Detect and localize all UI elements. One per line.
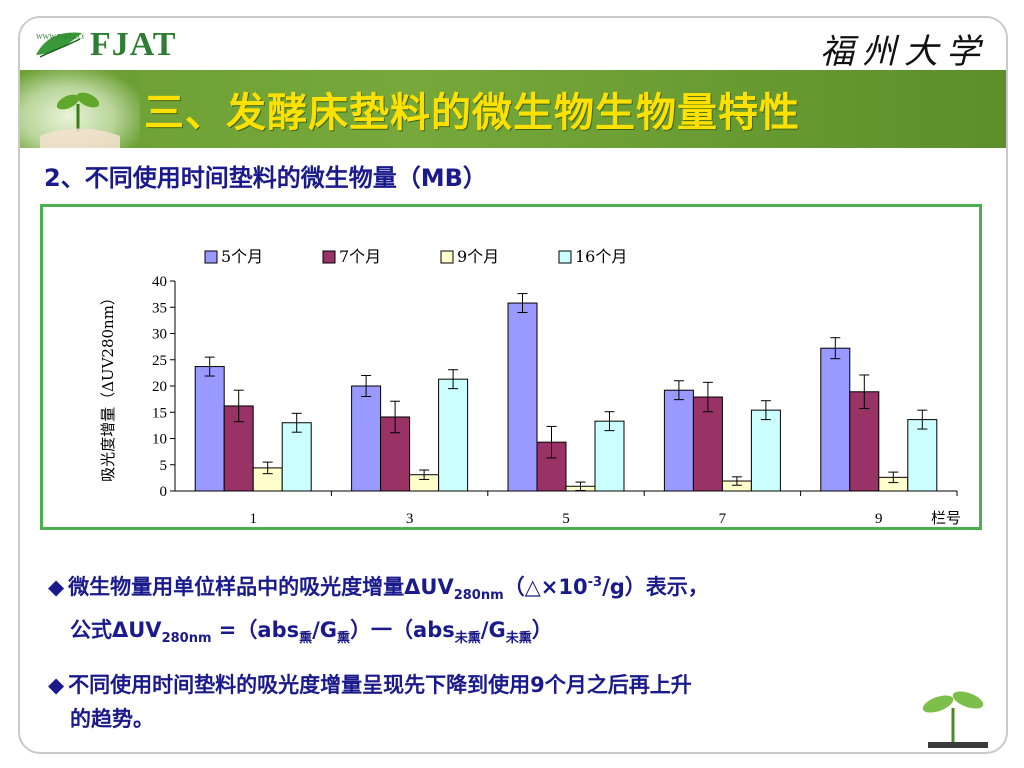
legend-swatch bbox=[204, 250, 218, 264]
seedling-icon bbox=[40, 92, 120, 148]
bar-5个月-5 bbox=[507, 302, 538, 492]
header-bar: WWW.FJAT.COM FJAT 福州大学 bbox=[20, 18, 1006, 72]
legend-label: 9个月 bbox=[457, 247, 499, 266]
bar-5个月-7 bbox=[663, 389, 694, 492]
legend-swatch bbox=[322, 250, 336, 264]
section-subtitle: 2、不同使用时间垫料的微生物量（MB） bbox=[44, 164, 487, 192]
diamond-bullet-icon: ◆ bbox=[48, 575, 65, 599]
diamond-bullet-icon: ◆ bbox=[48, 673, 65, 698]
bullet-list: ◆ 微生物量用单位样品中的吸光度增量ΔUV280nm（△×10-3/g）表示， 公… bbox=[48, 566, 928, 748]
bar-16个月-7 bbox=[750, 409, 781, 492]
y-tick-label: 0 bbox=[160, 484, 168, 500]
bar-16个月-9 bbox=[907, 419, 938, 492]
slide-frame: WWW.FJAT.COM FJAT 福州大学 三、发酵床垫料的微生物生物量特性 … bbox=[18, 16, 1008, 754]
legend-swatch bbox=[440, 250, 454, 264]
sprout-icon bbox=[922, 691, 988, 748]
bar-16个月-1 bbox=[281, 422, 312, 492]
x-tick-label: 5 bbox=[562, 511, 570, 527]
bar-5个月-3 bbox=[351, 385, 382, 492]
logo-small-text: WWW.FJAT.COM bbox=[36, 33, 84, 41]
x-tick-label: 9 bbox=[875, 511, 883, 527]
logo-text: FJAT bbox=[90, 26, 177, 63]
bullet-item-2: ◆ 不同使用时间垫料的吸光度增量呈现先下降到使用9个月之后再上升 的趋势。 bbox=[48, 673, 692, 732]
y-tick-label: 10 bbox=[152, 432, 167, 448]
fjat-logo: WWW.FJAT.COM FJAT bbox=[34, 24, 176, 66]
x-axis-label: 栏号 bbox=[931, 509, 961, 527]
legend-swatch bbox=[558, 250, 572, 264]
y-tick-label: 20 bbox=[152, 379, 167, 395]
legend-label: 7个月 bbox=[339, 247, 381, 266]
y-tick-label: 30 bbox=[152, 327, 167, 343]
hands-sprout-image bbox=[20, 70, 140, 148]
leaf-logo-icon: WWW.FJAT.COM bbox=[36, 32, 84, 58]
x-tick-label: 7 bbox=[719, 511, 727, 527]
university-name: 福州大学 bbox=[820, 32, 988, 72]
legend-label: 16个月 bbox=[575, 247, 627, 266]
y-tick-label: 40 bbox=[152, 274, 167, 290]
y-tick-label: 15 bbox=[152, 405, 167, 421]
title-band: 三、发酵床垫料的微生物生物量特性 bbox=[20, 70, 1006, 148]
y-tick-label: 25 bbox=[152, 353, 167, 369]
bar-5个月-1 bbox=[194, 366, 225, 492]
legend-label: 5个月 bbox=[221, 247, 263, 266]
x-tick-label: 1 bbox=[249, 511, 257, 527]
bar-5个月-9 bbox=[820, 347, 851, 492]
x-tick-label: 3 bbox=[406, 511, 414, 527]
y-tick-label: 35 bbox=[152, 300, 167, 316]
y-tick-label: 5 bbox=[160, 458, 168, 474]
bar-7个月-7 bbox=[692, 396, 723, 492]
bar-16个月-5 bbox=[594, 420, 625, 492]
y-axis-label: 吸光度增量（ΔUV280nm） bbox=[99, 290, 117, 482]
slide-title: 三、发酵床垫料的微生物生物量特性 bbox=[144, 90, 800, 136]
bar-16个月-3 bbox=[438, 378, 469, 492]
bullet-item-1: ◆ 微生物量用单位样品中的吸光度增量ΔUV280nm（△×10-3/g）表示， 公… bbox=[48, 575, 709, 647]
chart-container: 0 5 10 15 20 25 30 35 40 吸光度增量（ΔUV280nm） 1 3 5 7 9 栏号 5个… bbox=[40, 204, 982, 530]
